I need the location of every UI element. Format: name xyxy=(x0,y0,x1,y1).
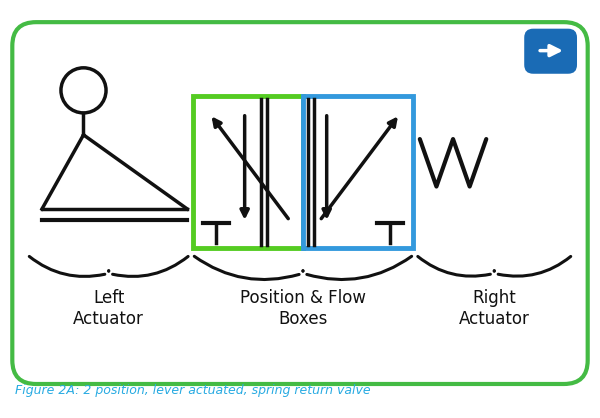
Text: Figure 2A: 2 position, lever actuated, spring return valve: Figure 2A: 2 position, lever actuated, s… xyxy=(15,384,371,397)
Text: Right
Actuator: Right Actuator xyxy=(459,289,530,328)
Text: Position & Flow
Boxes: Position & Flow Boxes xyxy=(240,289,366,328)
Bar xyxy=(303,96,413,247)
FancyBboxPatch shape xyxy=(13,22,587,384)
FancyBboxPatch shape xyxy=(524,29,577,74)
Bar xyxy=(193,96,303,247)
Text: Left
Actuator: Left Actuator xyxy=(73,289,144,328)
